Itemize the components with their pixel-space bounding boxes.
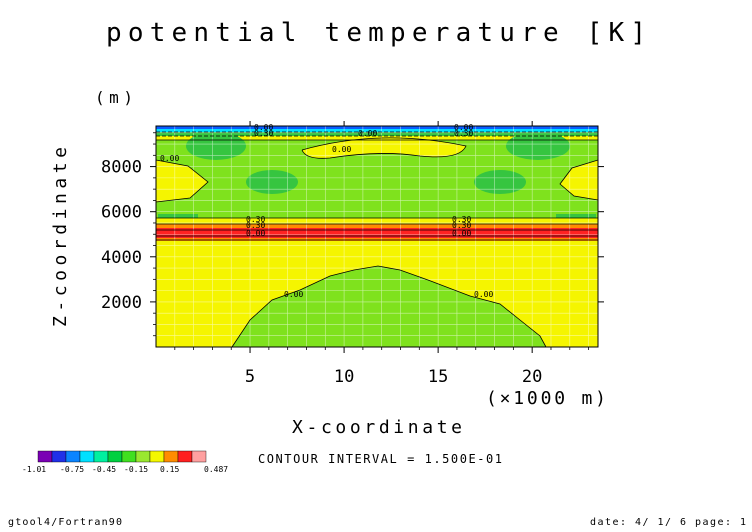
y-axis-label: Z-coordinate bbox=[50, 147, 71, 327]
color-bar-swatch bbox=[107, 450, 123, 463]
y-tick-label: 8000 bbox=[101, 158, 142, 178]
x-tick-label: 20 bbox=[522, 367, 542, 387]
color-bar-swatch bbox=[79, 450, 95, 463]
color-bar-label: -0.45 bbox=[92, 465, 116, 474]
color-bar-label: 0.487 bbox=[204, 465, 228, 474]
footer-right: date: 4/ 1/ 6 page: 1 bbox=[590, 517, 746, 528]
contour-interval-text: CONTOUR INTERVAL = 1.500E-01 bbox=[258, 452, 502, 466]
upper-center-yellow-patch bbox=[302, 137, 466, 159]
contour-label: 0.30 bbox=[452, 215, 471, 224]
color-bar-swatch bbox=[149, 450, 165, 463]
contour-label: 0.00 bbox=[284, 290, 303, 299]
mid-band-orange bbox=[156, 224, 598, 228]
contour-line bbox=[155, 159, 209, 203]
dark-green-blob bbox=[474, 170, 526, 194]
chart-title: potential temperature [K] bbox=[106, 18, 646, 48]
contour-labels: 0.000.300.000.300.000.000.000.300.300.00… bbox=[160, 123, 493, 299]
y-tick-label: 4000 bbox=[101, 248, 142, 268]
dark-green-sliver bbox=[556, 214, 596, 218]
color-bar-label: 0.15 bbox=[160, 465, 179, 474]
contour-label: 0.30 bbox=[246, 221, 265, 230]
upper-left-yellow-patch bbox=[156, 160, 208, 202]
contour-label: 0.00 bbox=[452, 229, 471, 238]
top-band-cyan bbox=[156, 129, 598, 132]
color-bar-swatch bbox=[191, 450, 207, 463]
plot-area: 0.000.300.000.300.000.000.000.300.300.00… bbox=[155, 123, 599, 348]
color-bar-label: -0.15 bbox=[124, 465, 148, 474]
contour-lines bbox=[155, 131, 599, 348]
axes: 5 10 15 20 2000 4000 6000 8000 bbox=[101, 121, 604, 387]
color-bar-swatch bbox=[163, 450, 179, 463]
plot-frame bbox=[155, 125, 599, 348]
y-unit-label: (m) bbox=[95, 88, 133, 107]
y-tick-label: 2000 bbox=[101, 293, 142, 313]
color-bar-swatch bbox=[135, 450, 151, 463]
color-bar: -1.01 -0.75 -0.45 -0.15 0.15 0.487 bbox=[22, 450, 228, 474]
x-unit-label: (×1000 m) bbox=[486, 388, 606, 409]
dark-green-blob bbox=[246, 170, 298, 194]
x-tick-label: 5 bbox=[245, 367, 255, 387]
color-bar-label: -0.75 bbox=[60, 465, 84, 474]
mid-band-yellow bbox=[156, 218, 598, 224]
dark-green-blob bbox=[506, 132, 570, 160]
upper-green-region bbox=[156, 140, 598, 218]
contour-label: 0.00 bbox=[160, 154, 179, 163]
mid-band-orange bbox=[156, 238, 598, 241]
x-tick-label: 10 bbox=[334, 367, 354, 387]
top-band-green bbox=[156, 132, 598, 136]
lower-green-dome bbox=[232, 266, 546, 347]
color-bar-swatch bbox=[51, 450, 67, 463]
contour-label: 0.00 bbox=[332, 145, 351, 154]
contour-label: 0.30 bbox=[454, 129, 473, 138]
footer-left: gtool4/Fortran90 bbox=[8, 517, 122, 528]
contour-line bbox=[231, 265, 547, 348]
color-bar-swatch bbox=[121, 450, 137, 463]
color-bar-swatch bbox=[65, 450, 81, 463]
contour-label: 0.00 bbox=[254, 123, 273, 132]
dark-green-sliver bbox=[158, 214, 198, 218]
contour-line bbox=[559, 159, 599, 201]
contour-label: 0.30 bbox=[246, 215, 265, 224]
contour-label: 0.00 bbox=[474, 290, 493, 299]
color-bar-swatch bbox=[37, 450, 53, 463]
x-axis-label: X-coordinate bbox=[292, 417, 462, 438]
x-tick-label: 15 bbox=[428, 367, 448, 387]
color-bar-swatch bbox=[93, 450, 109, 463]
mid-band-red bbox=[156, 228, 598, 238]
contour-label: 0.30 bbox=[254, 129, 273, 138]
grid-lines bbox=[156, 126, 598, 347]
color-bar-label: -1.01 bbox=[22, 465, 46, 474]
color-bar-swatch bbox=[177, 450, 193, 463]
contour-label: 0.00 bbox=[246, 229, 265, 238]
contour-label: 0.00 bbox=[358, 129, 377, 138]
contour-line bbox=[301, 137, 467, 159]
contour-label: 0.30 bbox=[452, 221, 471, 230]
top-band-cyan bbox=[156, 126, 598, 129]
contour-label: 0.00 bbox=[454, 123, 473, 132]
y-tick-label: 6000 bbox=[101, 203, 142, 223]
